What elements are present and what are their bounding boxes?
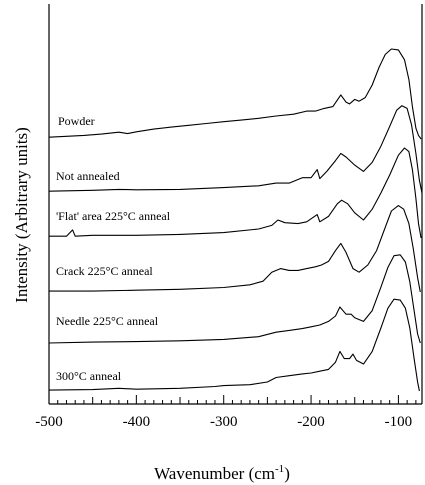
series-line: [48, 48, 422, 140]
series-layer: [48, 48, 423, 392]
x-tick-label: -300: [210, 414, 238, 430]
x-axis-title-superscript: -1: [275, 463, 284, 475]
series-label: Crack 225°C anneal: [56, 264, 153, 278]
series-line: [49, 147, 422, 239]
series-label: Powder: [58, 114, 95, 128]
series-label: 300°C anneal: [56, 369, 122, 383]
series-label: Needle 225°C anneal: [56, 314, 159, 328]
series-line: [48, 298, 420, 392]
x-axis: -500 -400 -300 -200 -100: [35, 395, 417, 430]
series-line: [48, 105, 423, 194]
plot-frame: [48, 4, 423, 405]
x-tick-label: -100: [385, 414, 413, 430]
y-axis-title: Intensity (Arbitrary units): [12, 127, 31, 303]
x-tick-label: -200: [297, 414, 325, 430]
series-label: 'Flat' area 225°C anneal: [56, 209, 171, 223]
x-tick-label: -400: [123, 414, 151, 430]
x-axis-title-main: Wavenumber (cm: [154, 464, 275, 483]
series-label: Not annealed: [56, 169, 120, 183]
series-line: [49, 205, 421, 293]
series-line: [48, 254, 421, 344]
x-axis-title-close: ): [284, 464, 290, 483]
x-tick-label: -500: [35, 414, 63, 430]
x-axis-title: Wavenumber (cm-1): [154, 463, 290, 483]
curve-label-layer: Powder Not annealed 'Flat' area 225°C anne…: [56, 114, 171, 383]
